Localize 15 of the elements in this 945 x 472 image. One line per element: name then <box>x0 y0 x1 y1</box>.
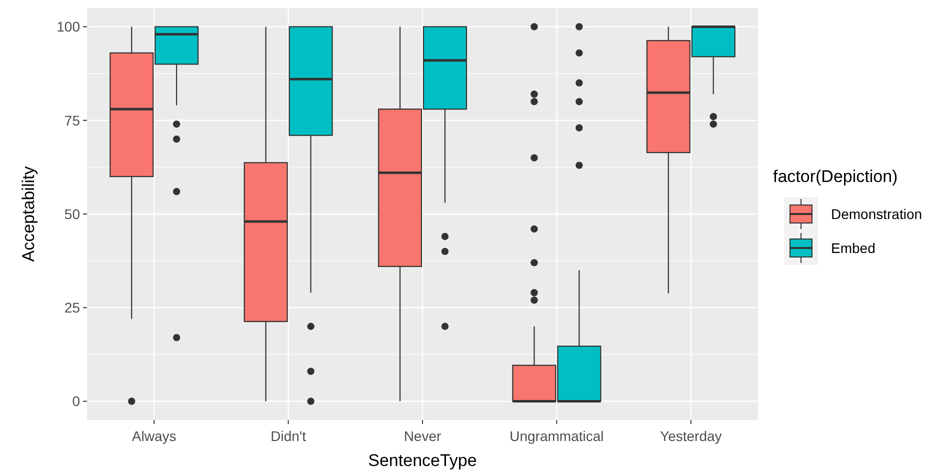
legend-label: Demonstration <box>831 206 922 222</box>
x-tick-label: Always <box>132 428 176 444</box>
y-tick-label: 100 <box>56 18 80 35</box>
y-axis-title: Acceptability <box>19 166 38 262</box>
x-tick-label: Yesterday <box>660 428 722 444</box>
y-tick-label: 0 <box>72 393 80 410</box>
y-tick-label: 75 <box>64 112 80 128</box>
x-tick-label: Never <box>404 428 442 444</box>
x-axis-title: SentenceType <box>368 451 477 470</box>
y-tick-label: 25 <box>64 300 80 316</box>
y-tick-label: 50 <box>64 206 80 222</box>
legend-title: factor(Depiction) <box>773 167 898 186</box>
x-tick-label: Didn't <box>270 428 306 444</box>
x-tick-label: Ungrammatical <box>510 428 604 444</box>
legend-label: Embed <box>831 240 876 256</box>
